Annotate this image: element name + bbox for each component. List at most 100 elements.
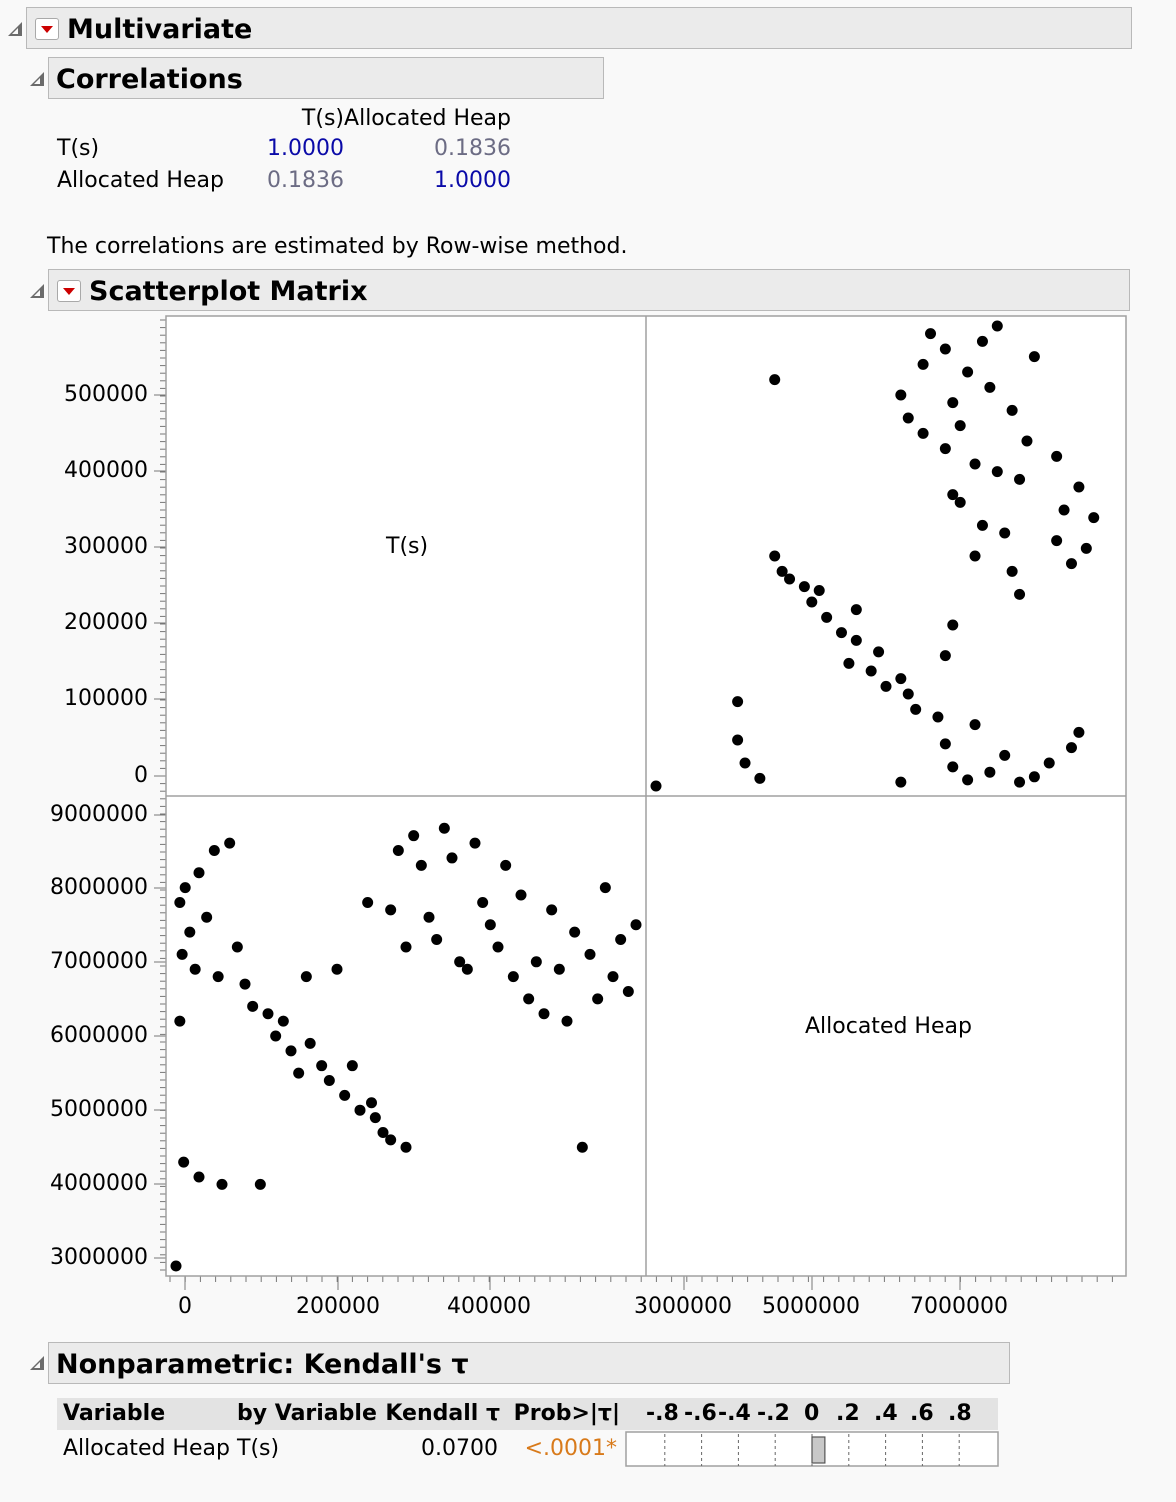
col-header-scale: -.8 -.6 -.4 -.2 0 .2 .4 .6 .8 — [624, 1398, 998, 1430]
scatter-point — [189, 963, 201, 975]
scatter-point — [806, 596, 818, 608]
kendall-title: Nonparametric: Kendall's τ — [56, 1349, 469, 1380]
scatter-point — [212, 971, 224, 983]
scatter-point — [530, 956, 542, 968]
scatter-point — [947, 489, 959, 501]
kendall-header: Nonparametric: Kendall's τ — [48, 1342, 1010, 1384]
scatter-point — [331, 963, 343, 975]
scatter-point — [270, 1030, 282, 1042]
scatter-point — [902, 688, 914, 700]
scatter-point — [293, 1067, 305, 1079]
scatter-point — [984, 766, 996, 778]
scatter-point — [739, 757, 751, 769]
col-header-by-variable[interactable]: by Variable — [231, 1398, 381, 1430]
scatter-point — [369, 1112, 381, 1124]
col-header-variable[interactable]: Variable — [57, 1398, 231, 1430]
scatter-point — [769, 374, 781, 386]
scatter-point — [431, 934, 443, 946]
x-tick-label: 0 — [178, 1294, 192, 1319]
scatter-point — [366, 1097, 377, 1109]
collapse-triangle-icon[interactable] — [30, 72, 44, 86]
scale-label: -.8 — [646, 1401, 679, 1426]
scatter-point — [438, 822, 450, 834]
multivariate-header: Multivariate — [26, 7, 1132, 49]
corr-note: The correlations are estimated by Row-wi… — [47, 234, 628, 259]
scatter-point — [576, 1141, 588, 1153]
scatter-point — [947, 397, 959, 409]
scatter-point — [969, 719, 981, 731]
scatter-point — [1028, 351, 1040, 363]
x-tick-label: 400000 — [447, 1294, 531, 1319]
scatter-point — [385, 1134, 397, 1146]
corr-row-label: Allocated Heap — [57, 168, 224, 193]
y-tick-label: 500000 — [64, 382, 148, 407]
scatter-point — [1006, 404, 1018, 416]
multivariate-title: Multivariate — [67, 14, 253, 45]
scatter-point — [784, 573, 796, 585]
scatter-point — [216, 1178, 228, 1190]
scatter-cell-heap-vs-t — [650, 320, 1100, 792]
collapse-triangle-icon[interactable] — [8, 22, 22, 36]
scatter-point — [895, 776, 907, 788]
scatter-point — [917, 358, 929, 370]
red-triangle-menu-icon[interactable] — [57, 280, 81, 302]
scatter-point — [939, 738, 951, 750]
scatter-point — [880, 680, 892, 692]
col-header-kendall[interactable]: Kendall τ — [381, 1398, 508, 1430]
scatter-point — [176, 948, 188, 960]
scatter-point — [895, 389, 907, 401]
scatter-point — [377, 1126, 389, 1138]
scatter-point — [515, 889, 527, 901]
scatter-point — [821, 611, 833, 623]
col-header-prob[interactable]: Prob>|τ| — [508, 1398, 624, 1430]
scatter-point — [962, 774, 974, 786]
scatter-point — [902, 412, 914, 424]
scatter-point — [400, 1141, 412, 1153]
collapse-triangle-icon[interactable] — [30, 284, 44, 298]
scatter-point — [850, 604, 862, 616]
scatter-point — [304, 1037, 316, 1049]
kendall-row-by-variable: T(s) — [237, 1436, 280, 1461]
scatter-point — [1006, 565, 1018, 577]
collapse-triangle-icon[interactable] — [30, 1356, 44, 1370]
scatter-point — [976, 519, 988, 531]
y-tick-label: 100000 — [64, 686, 148, 711]
corr-cell: 0.1836 — [434, 136, 511, 161]
scatter-point — [454, 956, 466, 968]
scatter-point — [174, 1015, 186, 1027]
scatter-point — [584, 948, 596, 960]
scatter-point — [991, 320, 1003, 332]
axis-ticks — [154, 319, 1113, 1290]
scatter-point — [1065, 742, 1077, 754]
red-triangle-menu-icon[interactable] — [35, 18, 59, 40]
scatter-point — [354, 1104, 366, 1116]
scale-label: .8 — [948, 1401, 972, 1426]
scatter-point — [538, 1008, 550, 1020]
scatter-point — [947, 761, 959, 773]
scatter-point — [507, 971, 519, 983]
scatter-point — [1043, 757, 1055, 769]
scatter-point — [798, 581, 810, 593]
scatter-point — [813, 585, 825, 596]
scatter-point — [446, 852, 458, 864]
scatter-point — [895, 673, 907, 685]
scatter-point — [1028, 771, 1040, 783]
scatter-point — [969, 458, 981, 470]
scatter-point — [962, 366, 974, 378]
scatter-point — [1014, 473, 1026, 485]
scale-label: -.4 — [718, 1401, 751, 1426]
scale-label: .2 — [836, 1401, 860, 1426]
scatter-point — [277, 1015, 289, 1027]
scatter-point — [776, 565, 788, 577]
y-tick-label: 400000 — [64, 458, 148, 483]
scatter-point — [1014, 588, 1026, 600]
scatter-point — [492, 941, 504, 953]
scatter-point — [1080, 542, 1092, 554]
scatter-point — [954, 496, 966, 508]
scatter-point — [615, 934, 627, 946]
corr-col-header: T(s) — [301, 106, 344, 131]
scatter-point — [392, 845, 404, 857]
y-tick-label: 3000000 — [50, 1245, 148, 1270]
scatter-point — [732, 696, 744, 708]
scale-label: .4 — [874, 1401, 898, 1426]
